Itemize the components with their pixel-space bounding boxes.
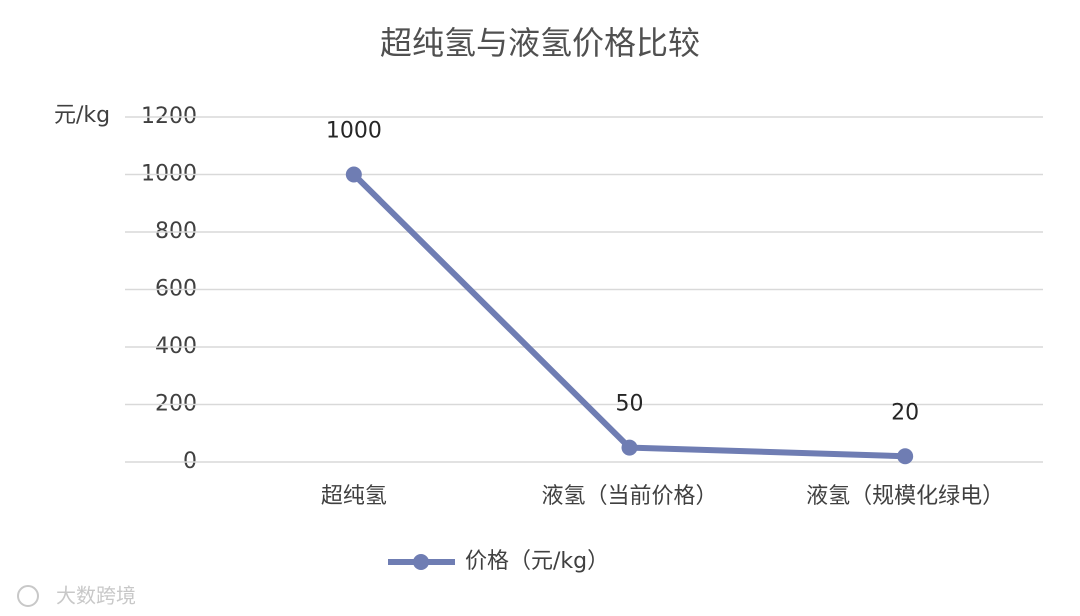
marker xyxy=(621,439,638,456)
data-label: 50 xyxy=(616,392,644,417)
legend-label: 价格（元/kg） xyxy=(465,549,609,574)
marker xyxy=(345,166,362,183)
chart-title: 超纯氢与液氢价格比较 xyxy=(380,24,700,62)
watermark-logo xyxy=(17,585,39,607)
data-label: 1000 xyxy=(326,119,382,144)
watermark: 大数跨境 xyxy=(56,584,136,608)
data-label: 20 xyxy=(891,400,919,425)
x-tick-label: 液氢（规模化绿电） xyxy=(806,484,1004,509)
y-axis-label: 元/kg xyxy=(54,103,110,128)
x-tick-label: 液氢（当前价格） xyxy=(541,484,717,509)
marker xyxy=(897,448,914,465)
x-tick-label: 超纯氢 xyxy=(321,484,387,509)
legend-marker xyxy=(413,554,429,570)
